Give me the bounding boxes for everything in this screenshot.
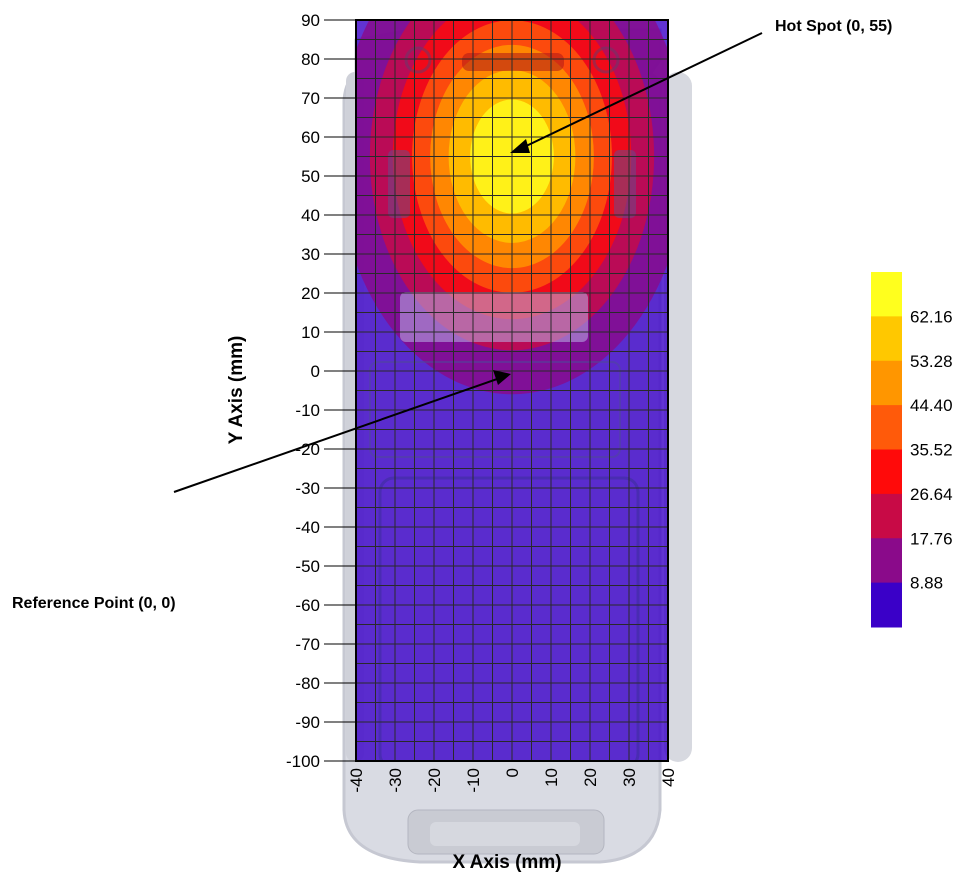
x-tick-label: 0 bbox=[503, 768, 522, 777]
reference-point-label: Reference Point (0, 0) bbox=[12, 595, 176, 612]
y-tick-label: -50 bbox=[295, 557, 320, 576]
plot-frame bbox=[355, 19, 669, 762]
colorbar-label: 8.88 bbox=[910, 574, 943, 593]
hot-spot-arrowhead bbox=[510, 139, 530, 153]
y-tick-label: -30 bbox=[295, 479, 320, 498]
colorbar-label: 53.28 bbox=[910, 352, 953, 371]
device-details bbox=[369, 46, 640, 761]
y-tick-label: 10 bbox=[301, 323, 320, 342]
colorbar-segment bbox=[871, 360, 902, 406]
reference-arrow-line bbox=[173, 377, 501, 493]
y-axis-title: Y Axis (mm) bbox=[226, 336, 247, 445]
y-tick-label: 20 bbox=[301, 284, 320, 303]
y-tick-label: -100 bbox=[286, 752, 320, 771]
reference-point-annotation: Reference Point (0, 0) bbox=[12, 370, 511, 612]
x-axis-ticks: -40 -30 -20 -10 0 10 20 30 40 bbox=[347, 768, 678, 793]
colorbar-segment bbox=[871, 449, 902, 495]
x-tick-label: -40 bbox=[347, 768, 366, 793]
x-tick-label: -20 bbox=[425, 768, 444, 793]
y-tick-label: 60 bbox=[301, 128, 320, 147]
heatmap-field bbox=[356, 20, 668, 761]
y-axis-ticks: 90 80 70 60 50 40 30 20 10 0 -10 -20 -30 -40 -50 -60 -70… bbox=[286, 11, 356, 771]
hot-spot-arrow-line bbox=[521, 32, 763, 149]
grid-lines bbox=[356, 20, 668, 761]
x-tick-label: -30 bbox=[386, 768, 405, 793]
y-tick-label: -60 bbox=[295, 596, 320, 615]
colorbar: 62.16 53.28 44.40 35.52 26.64 17.76 8.88 bbox=[871, 272, 953, 628]
colorbar-segment bbox=[871, 493, 902, 539]
colorbar-label: 35.52 bbox=[910, 441, 953, 460]
y-tick-label: -10 bbox=[295, 401, 320, 420]
x-tick-label: 30 bbox=[620, 768, 639, 787]
y-tick-label: 70 bbox=[301, 89, 320, 108]
colorbar-segment bbox=[871, 582, 902, 628]
y-tick-label: -70 bbox=[295, 635, 320, 654]
colorbar-segment bbox=[871, 316, 902, 362]
y-tick-label: 30 bbox=[301, 245, 320, 264]
y-tick-label: 40 bbox=[301, 206, 320, 225]
colorbar-segment bbox=[871, 538, 902, 584]
y-tick-label: 50 bbox=[301, 167, 320, 186]
x-tick-label: 40 bbox=[659, 768, 678, 787]
reference-arrowhead bbox=[493, 370, 511, 385]
y-tick-label: -80 bbox=[295, 674, 320, 693]
colorbar-segment bbox=[871, 272, 902, 317]
y-tick-label: -90 bbox=[295, 713, 320, 732]
colorbar-label: 44.40 bbox=[910, 396, 953, 415]
colorbar-segment bbox=[871, 405, 902, 450]
x-tick-label: 10 bbox=[542, 768, 561, 787]
hot-spot-annotation: Hot Spot (0, 55) bbox=[510, 18, 892, 153]
colorbar-label: 17.76 bbox=[910, 529, 953, 548]
colorbar-label: 62.16 bbox=[910, 307, 953, 326]
x-tick-label: -10 bbox=[464, 768, 483, 793]
y-tick-label: 90 bbox=[301, 11, 320, 30]
x-axis-title: X Axis (mm) bbox=[452, 852, 561, 873]
hot-spot-label: Hot Spot (0, 55) bbox=[775, 18, 892, 35]
y-tick-label: 80 bbox=[301, 50, 320, 69]
y-tick-label: 0 bbox=[311, 362, 320, 381]
y-tick-label: -20 bbox=[295, 440, 320, 459]
colorbar-label: 26.64 bbox=[910, 485, 953, 504]
x-tick-label: 20 bbox=[581, 768, 600, 787]
y-tick-label: -40 bbox=[295, 518, 320, 537]
